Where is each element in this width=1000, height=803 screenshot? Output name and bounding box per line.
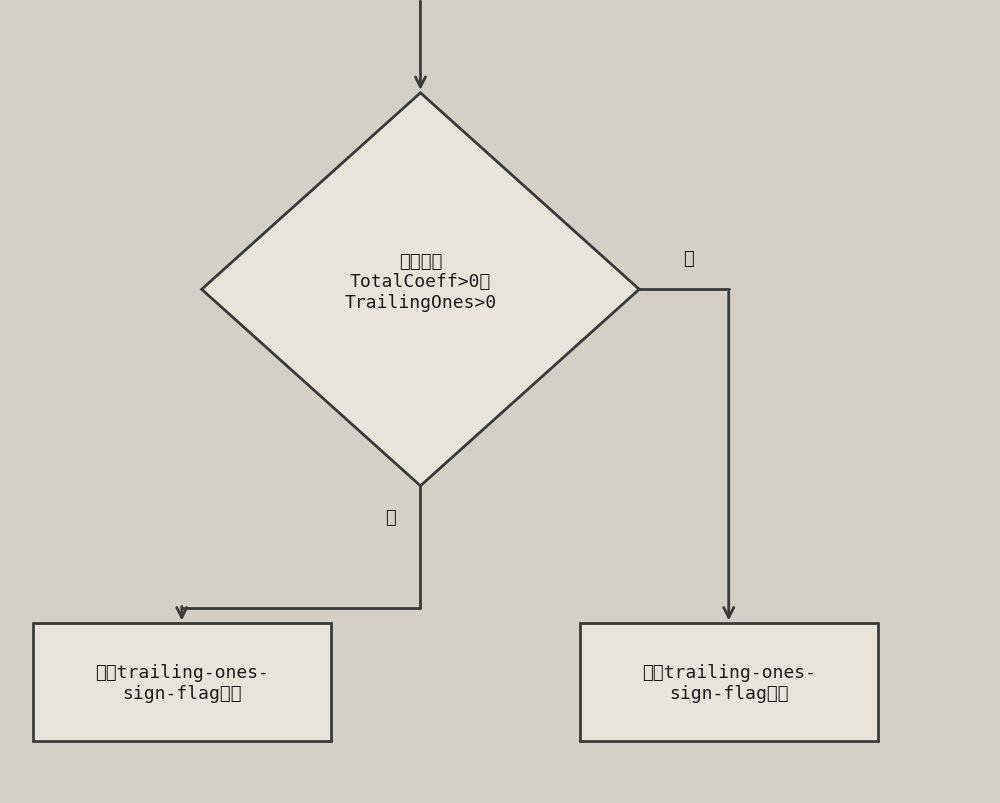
Text: 否: 否 [684,250,694,267]
FancyBboxPatch shape [580,624,878,741]
FancyBboxPatch shape [33,624,331,741]
Polygon shape [202,94,639,486]
Text: 进入trailing-ones-
sign-flag状态: 进入trailing-ones- sign-flag状态 [95,663,269,702]
Text: 跳过trailing-ones-
sign-flag状态: 跳过trailing-ones- sign-flag状态 [642,663,816,702]
Text: 旁路中的
TotalCoeff>0且
TrailingOnes>0: 旁路中的 TotalCoeff>0且 TrailingOnes>0 [344,252,497,312]
Text: 是: 是 [385,508,396,527]
